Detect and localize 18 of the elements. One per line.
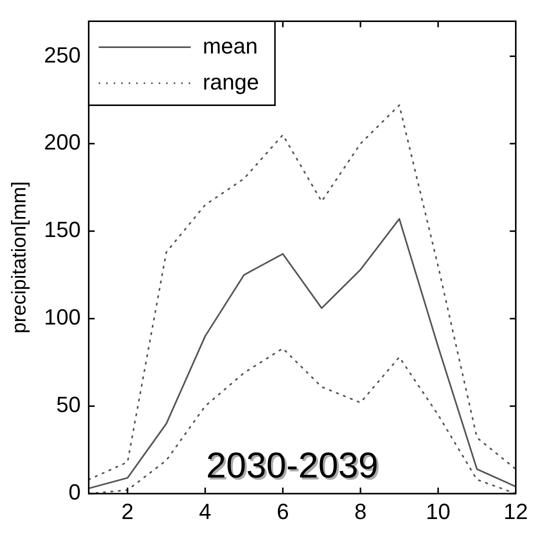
y-tick-label: 150 (44, 217, 81, 242)
x-tick-label: 10 (426, 498, 450, 524)
y-axis-title: precipitation[mm] (8, 181, 31, 334)
x-tick-label: 6 (276, 498, 289, 524)
x-tick-label: 8 (354, 498, 367, 524)
y-tick-label: 0 (68, 480, 81, 505)
x-tick-label: 2 (121, 498, 134, 524)
x-tick-label: 12 (504, 498, 528, 524)
line-series (88, 104, 516, 480)
x-tick-label: 4 (199, 498, 212, 524)
legend-label: range (202, 69, 259, 94)
line-series (88, 348, 516, 494)
y-tick-label: 200 (44, 130, 81, 155)
annotation: 2030-2039 (208, 446, 380, 488)
y-tick-label: 50 (56, 392, 81, 418)
legend-label: mean (202, 33, 258, 58)
y-tick-label: 100 (44, 304, 81, 330)
y-tick-label: 250 (44, 42, 81, 68)
